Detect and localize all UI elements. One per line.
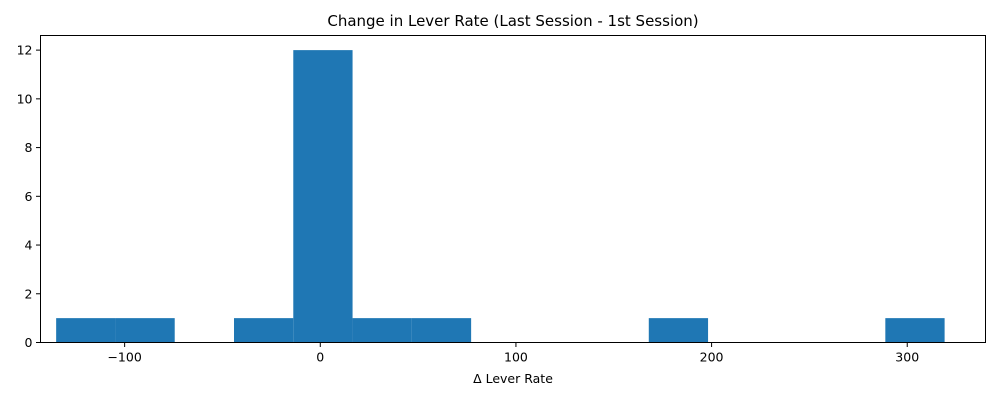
y-tick-label: 0 [25, 335, 33, 350]
y-tick-label: 6 [25, 189, 33, 204]
x-tick-label: 300 [895, 350, 919, 365]
x-tick-label: 100 [504, 350, 528, 365]
y-tick-label: 2 [25, 286, 33, 301]
x-tick-label: 200 [700, 350, 724, 365]
x-axis-ticks: −100 0 100 200 300 [107, 342, 919, 365]
chart-title: Change in Lever Rate (Last Session - 1st… [327, 12, 698, 30]
x-tick-label: 0 [316, 350, 324, 365]
bars-group [56, 50, 945, 343]
y-tick-label: 10 [17, 91, 33, 106]
histogram-bar [648, 318, 709, 343]
y-tick-label: 4 [25, 238, 33, 253]
histogram-bar [885, 318, 945, 343]
histogram-bar [56, 318, 116, 343]
y-tick-label: 8 [25, 140, 33, 155]
histogram-bar [293, 50, 353, 343]
x-axis-label: Δ Lever Rate [473, 371, 553, 386]
plot-frame [40, 35, 986, 343]
y-axis-ticks: 0 2 4 6 8 10 12 [17, 43, 41, 350]
x-tick-label: −100 [107, 350, 141, 365]
histogram-bar [411, 318, 472, 343]
histogram-bar [234, 318, 294, 343]
y-tick-label: 12 [17, 43, 33, 58]
histogram-bar [352, 318, 412, 343]
histogram-bar [115, 318, 175, 343]
